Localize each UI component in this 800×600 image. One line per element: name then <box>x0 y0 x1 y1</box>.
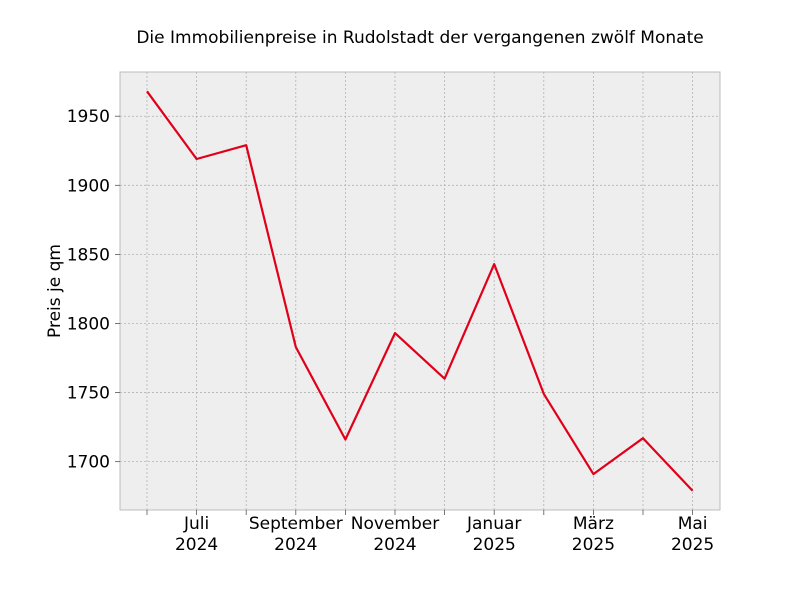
x-tick-label-month: März <box>573 514 614 534</box>
x-tick-label-year: 2024 <box>175 535 218 555</box>
x-tick-label-month: Januar <box>466 514 521 534</box>
y-tick-label: 1700 <box>67 453 110 473</box>
y-tick-label: 1750 <box>67 384 110 404</box>
x-tick-label-month: Mai <box>678 514 708 534</box>
series-layer <box>146 90 694 492</box>
x-tick-label-year: 2025 <box>473 535 516 555</box>
y-tick-label: 1800 <box>67 314 110 334</box>
x-tick-label-month: September <box>249 514 343 534</box>
y-axis-label: Preis je qm <box>45 244 65 338</box>
chart-title: Die Immobilienpreise in Rudolstadt der v… <box>136 28 703 48</box>
x-tick-label-year: 2025 <box>671 535 714 555</box>
y-tick-label: 1900 <box>67 176 110 196</box>
y-tick-label: 1950 <box>67 107 110 127</box>
ticks: 170017501800185019001950Juli2024Septembe… <box>67 107 714 555</box>
x-tick-label-year: 2025 <box>572 535 615 555</box>
x-tick-label-month: Juli <box>183 514 209 534</box>
y-tick-label: 1850 <box>67 245 110 265</box>
x-tick-label-year: 2024 <box>274 535 317 555</box>
grid <box>120 72 720 510</box>
x-tick-label-year: 2024 <box>373 535 416 555</box>
series-line <box>146 90 694 492</box>
plot-area <box>119 71 721 511</box>
x-tick-label-month: November <box>351 514 439 534</box>
